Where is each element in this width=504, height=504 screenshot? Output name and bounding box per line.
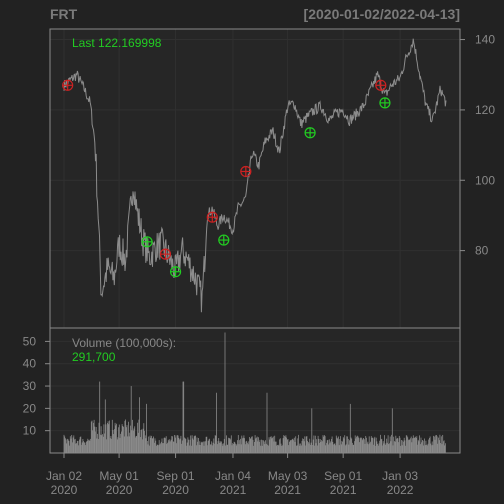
x-tick-year: 2021 (330, 483, 357, 497)
x-tick-label: May 01 (99, 469, 139, 483)
price-tick-label: 140 (475, 33, 495, 47)
buy-signal-marker (304, 127, 316, 139)
volume-last-value: 291,700 (72, 350, 116, 364)
buy-signal-marker (218, 234, 230, 246)
signal-markers (62, 79, 391, 278)
x-tick-label: Jan 04 (215, 469, 251, 483)
sell-signal-marker (206, 211, 218, 223)
volume-tick-label: 20 (23, 401, 37, 415)
buy-signal-marker (379, 97, 391, 109)
buy-signal-marker (141, 236, 153, 248)
sell-signal-marker (159, 248, 172, 260)
volume-tick-label: 10 (23, 424, 37, 438)
sell-signal-marker (62, 79, 74, 91)
price-tick-label: 100 (475, 173, 495, 187)
volume-tick-label: 50 (23, 334, 37, 348)
x-tick-label: Jan 03 (382, 469, 418, 483)
price-panel: 80 100 120 140 Last 122.169998 (50, 29, 495, 453)
volume-tick-label: 30 (23, 379, 37, 393)
x-tick-year: 2020 (51, 483, 78, 497)
last-price-label: Last 122.169998 (72, 36, 162, 50)
x-tick-year: 2021 (274, 483, 301, 497)
x-tick-year: 2020 (106, 483, 133, 497)
buy-signal-marker (169, 266, 182, 278)
price-panel-background (50, 29, 460, 328)
price-y-axis: 80 100 120 140 (460, 33, 495, 258)
x-tick-label: Jan 02 (46, 469, 82, 483)
price-tick-label: 120 (475, 103, 495, 117)
date-range-title: [2020-01-02/2022-04-13] (304, 6, 460, 22)
volume-label: Volume (100,000s): (72, 336, 176, 350)
sell-signal-marker (240, 165, 252, 178)
price-series-line (63, 38, 447, 313)
x-tick-year: 2022 (387, 483, 414, 497)
volume-y-axis: 10 20 30 40 50 (23, 334, 50, 438)
x-tick-year: 2020 (162, 483, 189, 497)
x-tick-label: May 03 (268, 469, 308, 483)
chart-frame (49, 28, 461, 454)
volume-tick-label: 40 (23, 357, 37, 371)
price-tick-label: 80 (475, 244, 489, 258)
x-tick-label: Sep 01 (324, 469, 362, 483)
volume-panel: 10 20 30 40 50 Volume (100,000s): 291,700 (23, 328, 460, 453)
volume-bars (63, 332, 446, 453)
x-tick-label: Sep 01 (157, 469, 195, 483)
sell-signal-marker (375, 79, 387, 91)
symbol-title: FRT (50, 6, 78, 22)
x-tick-year: 2021 (220, 483, 247, 497)
